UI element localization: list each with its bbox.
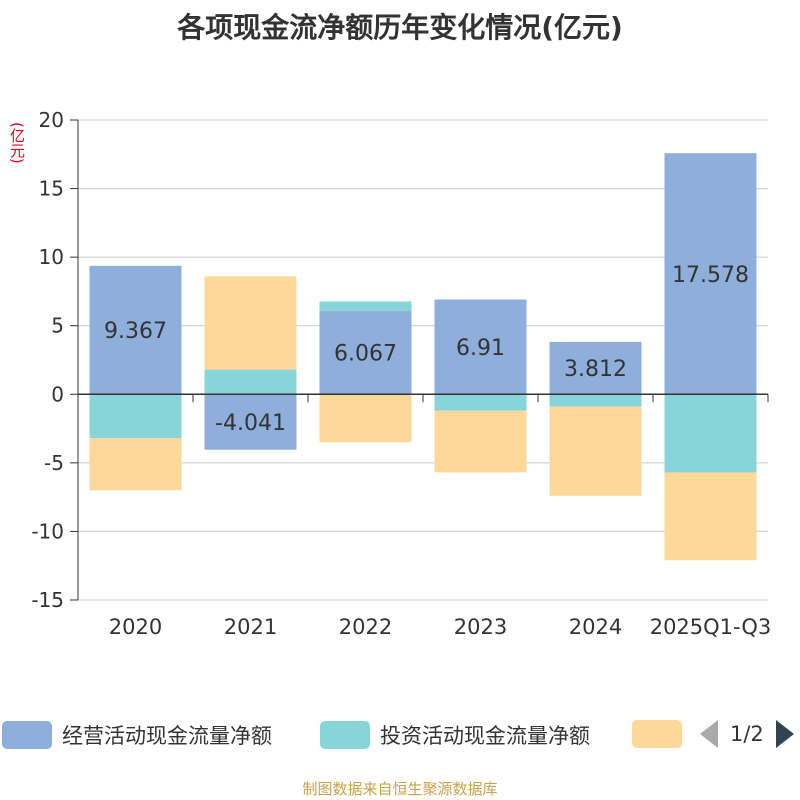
x-tick-label: 2021 [224, 615, 277, 639]
y-tick-label: 0 [51, 382, 64, 406]
bar-2024-series-2[interactable] [549, 406, 642, 496]
chart-title: 各项现金流净额历年变化情况(亿元) [177, 11, 623, 44]
legend-label-investing: 投资活动现金流量净额 [380, 724, 590, 748]
legend-item-operating[interactable]: 经营活动现金流量净额 [2, 720, 272, 750]
y-axis-unit-label: (亿元) [8, 122, 26, 164]
x-tick-label: 2020 [109, 615, 162, 639]
legend-swatch-financing [632, 720, 682, 748]
y-tick-label: 15 [39, 177, 64, 201]
bar-2023-series-2[interactable] [434, 410, 527, 473]
bar-2021-series-1[interactable] [204, 369, 297, 395]
data-label-2022: 6.067 [334, 342, 397, 367]
legend-page-indicator: 1/2 [730, 722, 764, 746]
data-label-2023: 6.91 [456, 336, 505, 361]
y-tick-label: 20 [39, 108, 64, 132]
bar-2024-series-0[interactable] [549, 342, 642, 395]
legend: 经营活动现金流量净额 投资活动现金流量净额 1/2 [0, 716, 800, 756]
legend-item-financing[interactable] [632, 720, 692, 748]
bar-2022-series-1[interactable] [319, 301, 412, 312]
y-tick-label: -5 [44, 451, 64, 475]
bar-2020-series-0[interactable] [89, 265, 182, 395]
legend-prev-arrow-icon[interactable] [700, 720, 718, 748]
bar-2021-series-2[interactable] [204, 276, 297, 370]
legend-item-investing[interactable]: 投资活动现金流量净额 [320, 720, 590, 750]
legend-next-arrow-icon[interactable] [775, 720, 794, 748]
legend-pager: 1/2 [700, 720, 794, 748]
data-label-2025Q1-Q3: 17.578 [672, 263, 749, 288]
legend-swatch-operating [2, 721, 52, 749]
data-source-note: 制图数据来自恒生聚源数据库 [302, 780, 498, 798]
bar-2021-series-0[interactable] [204, 394, 297, 450]
x-tick-label: 2023 [454, 615, 507, 639]
bar-2025Q1-Q3-series-0[interactable] [664, 153, 757, 395]
data-label-2021: -4.041 [215, 411, 286, 436]
legend-swatch-investing [320, 721, 370, 749]
y-tick-label: 10 [39, 245, 64, 269]
y-tick-label: -15 [31, 588, 64, 612]
bar-2023-series-1[interactable] [434, 394, 527, 411]
y-tick-label: 5 [51, 314, 64, 338]
x-tick-label: 2022 [339, 615, 392, 639]
bar-2020-series-2[interactable] [89, 438, 182, 491]
legend-label-operating: 经营活动现金流量净额 [62, 724, 272, 748]
bar-2022-series-2[interactable] [319, 394, 412, 443]
bar-2025Q1-Q3-series-1[interactable] [664, 394, 757, 473]
bar-2022-series-0[interactable] [319, 311, 412, 395]
bar-2020-series-1[interactable] [89, 394, 182, 439]
bar-2023-series-0[interactable] [434, 299, 527, 395]
data-label-2020: 9.367 [104, 319, 167, 344]
x-tick-label: 2024 [569, 615, 622, 639]
chart-svg: -15 -10 -5 0 5 10 15 20 9.367 -4.041 6.067 6.91 3.81… [31, 108, 772, 639]
y-tick-label: -10 [31, 519, 64, 543]
bar-2024-series-1[interactable] [549, 394, 642, 407]
data-label-2024: 3.812 [564, 357, 627, 382]
x-tick-label: 2025Q1-Q3 [650, 615, 772, 639]
bar-2025Q1-Q3-series-2[interactable] [664, 472, 757, 561]
